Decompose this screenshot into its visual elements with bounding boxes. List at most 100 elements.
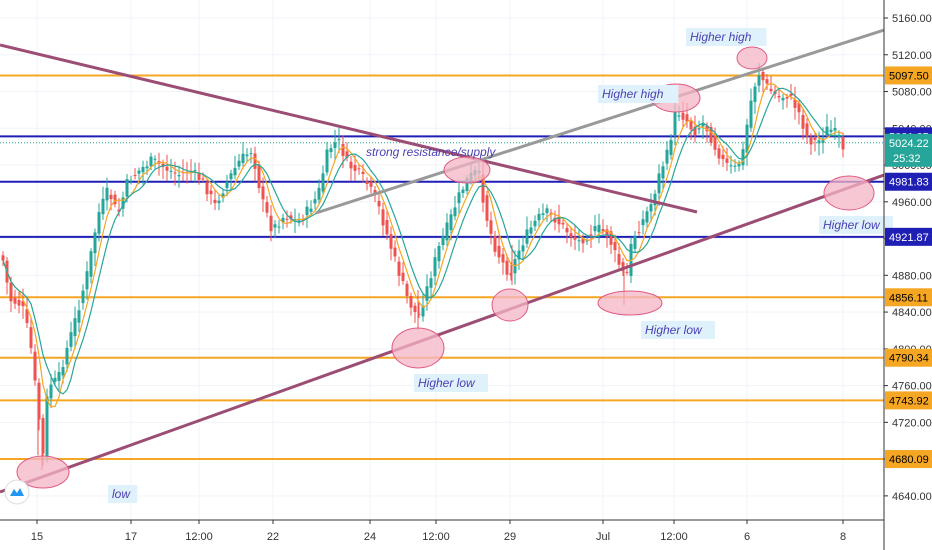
price-tag bbox=[885, 348, 932, 367]
candle-body bbox=[505, 260, 509, 275]
y-tick-label: 4880.00 bbox=[892, 270, 932, 282]
candle-body bbox=[533, 220, 537, 227]
candle-body bbox=[345, 151, 349, 158]
candle-body bbox=[201, 178, 205, 180]
candle-body bbox=[165, 166, 169, 171]
horizontal-levels bbox=[0, 74, 884, 461]
y-tick-label: 4960.00 bbox=[892, 197, 932, 209]
y-tick-label: 4840.00 bbox=[892, 307, 932, 319]
candle-body bbox=[837, 135, 841, 137]
candle-body bbox=[277, 226, 281, 228]
candle-body bbox=[597, 224, 601, 233]
candle-body bbox=[393, 247, 397, 257]
candle-body bbox=[77, 310, 81, 323]
resistance-annotation: strong resistance/supply bbox=[366, 145, 496, 159]
higher-low-annotation: Higher low bbox=[418, 376, 476, 390]
tradingview-logo[interactable] bbox=[4, 479, 30, 505]
candle-body bbox=[549, 212, 553, 214]
candle-body bbox=[401, 272, 405, 282]
candle-body bbox=[117, 209, 121, 212]
moving-averages bbox=[2, 82, 844, 408]
candle-body bbox=[385, 220, 389, 235]
candle-body bbox=[261, 186, 265, 200]
candle-body bbox=[809, 137, 813, 145]
candle-body bbox=[617, 253, 621, 265]
candle-body bbox=[205, 182, 209, 195]
x-tick-label: 6 bbox=[744, 531, 750, 543]
candle-body bbox=[369, 181, 373, 187]
candle-body bbox=[313, 199, 317, 204]
higher-low-annotation: Higher low bbox=[645, 323, 703, 337]
low-annotation: low bbox=[112, 487, 131, 501]
x-tick-label: 15 bbox=[31, 531, 43, 543]
candle-body bbox=[485, 195, 489, 221]
candle-body bbox=[73, 318, 77, 337]
candle-body bbox=[541, 213, 545, 216]
candle-body bbox=[833, 127, 837, 131]
annotation-box bbox=[108, 485, 138, 503]
candle-body bbox=[577, 240, 581, 242]
candle-body bbox=[621, 261, 625, 272]
candle-body bbox=[397, 261, 401, 276]
candle-body bbox=[325, 149, 329, 173]
candle-body bbox=[569, 233, 573, 238]
higher-high-ellipse bbox=[736, 46, 768, 70]
y-tick-label: 4720.00 bbox=[892, 417, 932, 429]
candle-body bbox=[33, 351, 37, 381]
candle-body bbox=[501, 254, 505, 263]
countdown-label: 25:32 bbox=[893, 153, 921, 165]
candle-body bbox=[145, 166, 149, 169]
annotation-box bbox=[819, 216, 893, 234]
candle-body bbox=[729, 165, 733, 167]
candle-body bbox=[197, 172, 201, 180]
candle-body bbox=[81, 290, 85, 304]
annotation-box bbox=[641, 321, 715, 339]
candle-body bbox=[841, 137, 845, 150]
candle-body bbox=[97, 212, 101, 234]
candle-body bbox=[245, 154, 249, 157]
x-tick-label: 24 bbox=[364, 531, 376, 543]
candle-body bbox=[417, 313, 421, 315]
candle-body bbox=[49, 384, 53, 399]
higher-low-ellipse bbox=[597, 290, 663, 316]
candle-body bbox=[497, 245, 501, 258]
candle-body bbox=[317, 187, 321, 200]
candle-body bbox=[677, 115, 681, 117]
low-ellipse bbox=[16, 455, 70, 489]
candle-body bbox=[681, 112, 685, 120]
candle-body bbox=[781, 97, 785, 101]
logo-circle bbox=[4, 479, 30, 505]
candle-body bbox=[253, 153, 257, 169]
y-tick-label: 5080.00 bbox=[892, 87, 932, 99]
candle-body bbox=[585, 240, 589, 242]
candle-body bbox=[605, 229, 609, 237]
candle-body bbox=[509, 273, 513, 276]
candle-body bbox=[85, 271, 89, 290]
price-tag-label: 4981.83 bbox=[889, 177, 929, 189]
candle-body bbox=[489, 220, 493, 234]
candle-body bbox=[593, 226, 597, 232]
candle-body bbox=[753, 86, 757, 102]
ma-slow-line bbox=[2, 87, 844, 395]
candle-body bbox=[737, 163, 741, 167]
x-tick-label: 29 bbox=[504, 531, 516, 543]
price-tag bbox=[885, 391, 932, 410]
ascending-support-line bbox=[0, 173, 884, 494]
x-tick-label: 12:00 bbox=[660, 531, 688, 543]
price-tag-label: 4743.92 bbox=[889, 395, 929, 407]
candle-body bbox=[641, 219, 645, 226]
candle-body bbox=[137, 170, 141, 174]
y-tick-label: 5120.00 bbox=[892, 50, 932, 62]
candle-body bbox=[825, 126, 829, 136]
candle-body bbox=[461, 189, 465, 194]
candle-body bbox=[29, 327, 33, 348]
candle-body bbox=[557, 216, 561, 225]
candle-body bbox=[289, 215, 293, 220]
price-tag-label: 5097.50 bbox=[889, 70, 929, 82]
candle-body bbox=[817, 140, 821, 144]
candle-body bbox=[805, 123, 809, 137]
candle-body bbox=[589, 234, 593, 236]
candle-body bbox=[441, 236, 445, 246]
